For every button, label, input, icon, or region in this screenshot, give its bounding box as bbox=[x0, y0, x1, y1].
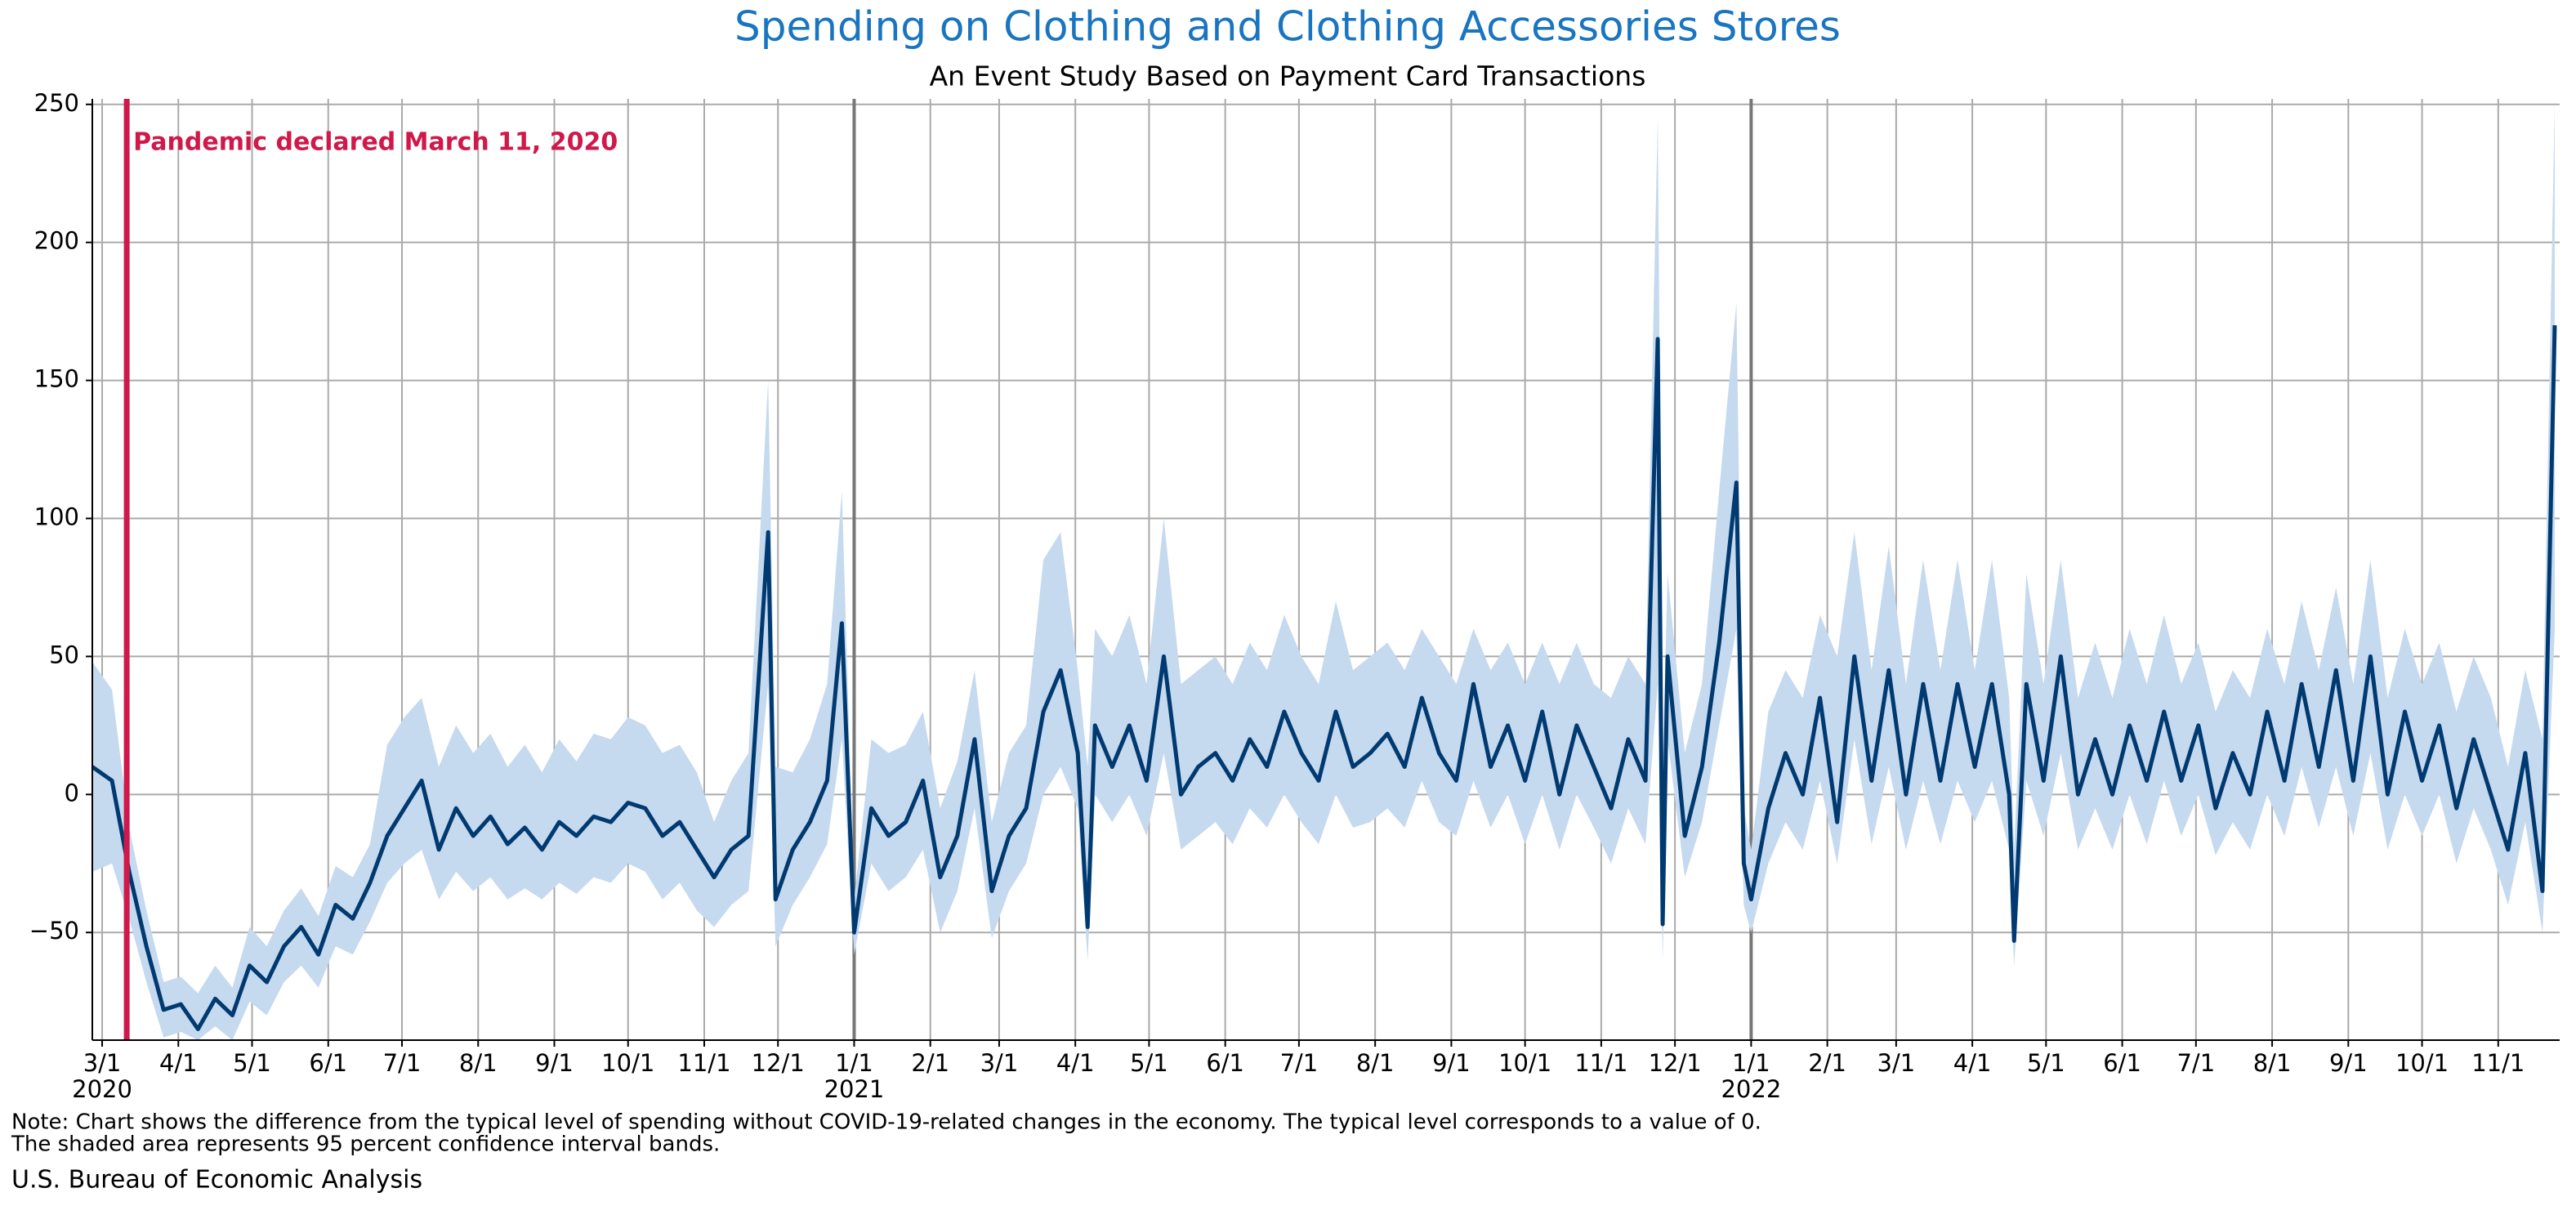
y-tick-label: 250 bbox=[34, 89, 79, 117]
x-tick-label: 11/1 bbox=[677, 1049, 730, 1077]
x-tick-label: 12/1 bbox=[1649, 1049, 1702, 1077]
x-tick-label: 6/1 bbox=[309, 1049, 347, 1077]
x-tick-label: 1/1 bbox=[1732, 1049, 1770, 1077]
x-tick-label: 5/1 bbox=[2027, 1049, 2065, 1077]
confidence-band bbox=[92, 104, 2555, 1040]
x-tick-label: 4/1 bbox=[1056, 1049, 1095, 1077]
x-tick-label: 8/1 bbox=[459, 1049, 498, 1077]
x-tick-label: 9/1 bbox=[535, 1049, 574, 1077]
y-tick-label: 150 bbox=[34, 365, 79, 393]
x-tick-label: 2/1 bbox=[1808, 1049, 1846, 1077]
year-label: 2021 bbox=[824, 1075, 885, 1103]
x-tick-label: 4/1 bbox=[159, 1049, 198, 1077]
x-tick-label: 2/1 bbox=[911, 1049, 949, 1077]
x-tick-label: 6/1 bbox=[1206, 1049, 1244, 1077]
x-tick-label: 5/1 bbox=[233, 1049, 271, 1077]
x-tick-label: 10/1 bbox=[1498, 1049, 1551, 1077]
grid bbox=[92, 99, 2560, 1040]
x-tick-label: 4/1 bbox=[1953, 1049, 1992, 1077]
y-tick-label: 0 bbox=[65, 779, 79, 806]
x-tick-label: 5/1 bbox=[1130, 1049, 1168, 1077]
year-label: 2022 bbox=[1721, 1075, 1781, 1103]
x-tick-label: 9/1 bbox=[2329, 1049, 2368, 1077]
x-tick-label: 3/1 bbox=[83, 1049, 122, 1077]
y-tick-label: 50 bbox=[49, 641, 79, 668]
x-tick-label: 8/1 bbox=[1356, 1049, 1395, 1077]
x-tick-label: 10/1 bbox=[601, 1049, 654, 1077]
x-tick-label: 12/1 bbox=[752, 1049, 805, 1077]
year-label: 2020 bbox=[72, 1075, 132, 1103]
x-tick-label: 7/1 bbox=[383, 1049, 422, 1077]
y-tick-label: −50 bbox=[29, 917, 79, 945]
source: U.S. Bureau of Economic Analysis bbox=[11, 1166, 422, 1195]
x-tick-label: 7/1 bbox=[1280, 1049, 1319, 1077]
event-label: Pandemic declared March 11, 2020 bbox=[133, 128, 618, 157]
x-tick-label: 11/1 bbox=[2471, 1049, 2525, 1077]
x-tick-label: 3/1 bbox=[1877, 1049, 1916, 1077]
x-tick-label: 6/1 bbox=[2103, 1049, 2141, 1077]
note-line: Note: Chart shows the difference from th… bbox=[11, 1110, 1761, 1135]
data-line bbox=[92, 324, 2557, 1031]
x-tick-label: 10/1 bbox=[2395, 1049, 2449, 1077]
x-tick-label: 11/1 bbox=[1574, 1049, 1627, 1077]
chart-subtitle: An Event Study Based on Payment Card Tra… bbox=[930, 60, 1646, 92]
x-tick-label: 3/1 bbox=[980, 1049, 1019, 1077]
axes: −50 0 50 100 150 200 250 3/1 4/1 5/1 6/1 7/1 8/1 9/1 1… bbox=[29, 89, 2560, 1103]
x-tick-label: 8/1 bbox=[2253, 1049, 2292, 1077]
note-line: The shaded area represents 95 percent co… bbox=[11, 1132, 720, 1157]
x-tick-label: 1/1 bbox=[835, 1049, 873, 1077]
y-tick-label: 100 bbox=[34, 503, 79, 531]
chart-title: Spending on Clothing and Clothing Access… bbox=[734, 3, 1841, 51]
y-tick-label: 200 bbox=[34, 227, 79, 255]
x-tick-label: 7/1 bbox=[2176, 1049, 2215, 1077]
x-tick-label: 9/1 bbox=[1432, 1049, 1471, 1077]
plot-area: Pandemic declared March 11, 2020 bbox=[92, 99, 2557, 1040]
